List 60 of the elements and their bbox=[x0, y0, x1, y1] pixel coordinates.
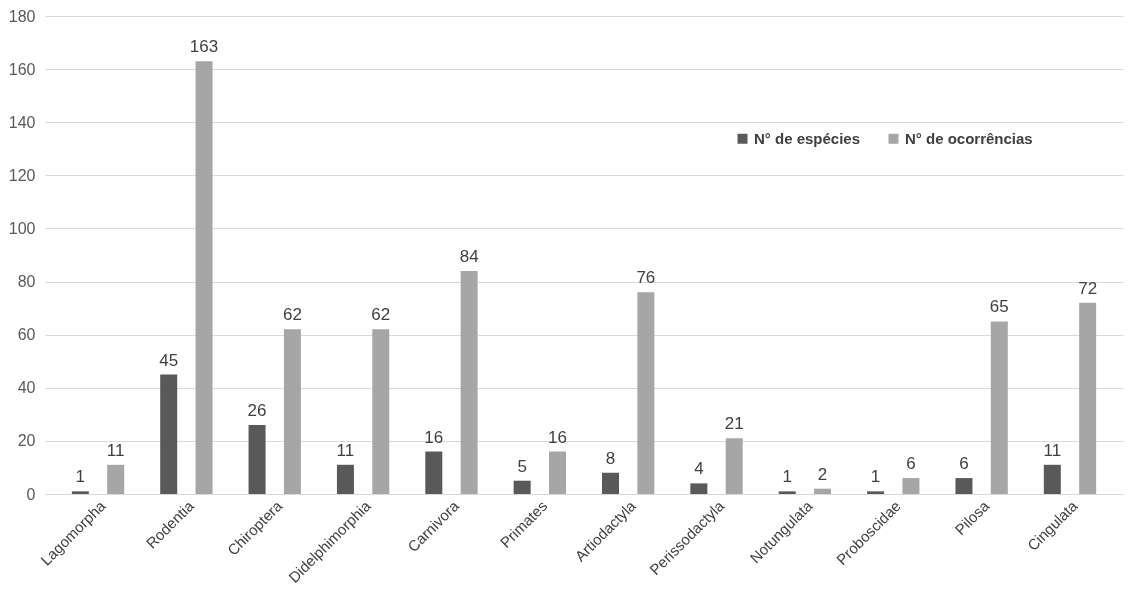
y-tick-label: 20 bbox=[17, 432, 36, 450]
bar bbox=[1043, 464, 1061, 494]
bar bbox=[425, 451, 443, 494]
data-label: 84 bbox=[459, 246, 479, 266]
bar bbox=[867, 491, 885, 494]
legend-label: N° de espécies bbox=[754, 129, 861, 147]
bar bbox=[725, 438, 743, 494]
y-tick-label: 40 bbox=[17, 379, 36, 397]
data-label: 1 bbox=[75, 467, 86, 487]
bar bbox=[460, 270, 478, 494]
y-tick-label: 0 bbox=[26, 485, 36, 503]
bar bbox=[902, 478, 920, 494]
bar bbox=[336, 464, 354, 494]
bar bbox=[1079, 302, 1097, 494]
data-label: 11 bbox=[1043, 440, 1062, 460]
data-label: 11 bbox=[106, 440, 125, 460]
data-label: 6 bbox=[906, 454, 916, 474]
bar bbox=[955, 478, 973, 494]
bar bbox=[248, 424, 266, 494]
data-label: 8 bbox=[605, 448, 616, 468]
data-label: 26 bbox=[247, 400, 267, 420]
bar bbox=[513, 480, 531, 494]
data-label: 16 bbox=[424, 427, 444, 447]
bar bbox=[372, 329, 390, 494]
data-label: 65 bbox=[989, 297, 1009, 317]
data-label: 72 bbox=[1078, 278, 1098, 298]
legend-label: N° de ocorrências bbox=[905, 129, 1033, 147]
data-label: 11 bbox=[336, 440, 355, 460]
data-label: 1 bbox=[870, 467, 881, 487]
data-label: 16 bbox=[548, 427, 567, 447]
bar bbox=[71, 491, 89, 494]
bar bbox=[778, 491, 796, 494]
y-tick-label: 80 bbox=[17, 273, 36, 291]
data-label: 163 bbox=[189, 37, 219, 57]
data-label: 76 bbox=[636, 268, 656, 288]
bar bbox=[690, 483, 708, 494]
data-label: 2 bbox=[817, 464, 828, 484]
y-tick-label: 120 bbox=[8, 166, 36, 184]
data-label: 21 bbox=[724, 414, 744, 434]
bar bbox=[602, 472, 620, 494]
y-tick-label: 100 bbox=[8, 219, 36, 237]
y-tick-label: 140 bbox=[8, 113, 36, 131]
bar bbox=[107, 464, 125, 494]
data-label: 5 bbox=[517, 456, 527, 476]
data-label: 45 bbox=[159, 350, 179, 370]
bar bbox=[283, 329, 301, 494]
data-label: 62 bbox=[371, 305, 391, 325]
data-label: 6 bbox=[959, 454, 969, 474]
bar bbox=[814, 488, 832, 494]
y-tick-label: 60 bbox=[17, 326, 36, 344]
bar bbox=[990, 321, 1008, 494]
y-tick-label: 160 bbox=[8, 60, 36, 78]
bar bbox=[195, 61, 213, 494]
y-tick-label: 180 bbox=[8, 7, 36, 25]
data-label: 4 bbox=[694, 459, 704, 479]
bar bbox=[160, 374, 178, 494]
bar bbox=[548, 451, 566, 494]
bar bbox=[637, 292, 655, 494]
data-label: 62 bbox=[282, 305, 302, 325]
data-label: 1 bbox=[782, 467, 792, 487]
